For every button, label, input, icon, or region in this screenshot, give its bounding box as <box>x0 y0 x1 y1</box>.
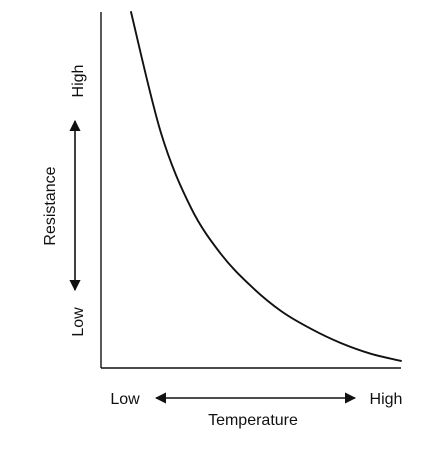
y-tick-label-low: Low <box>70 307 87 337</box>
resistance-temperature-curve <box>130 11 402 362</box>
x-tick-label-high: High <box>370 391 403 408</box>
x-axis-label: Temperature <box>208 412 298 429</box>
y-axis-label: Resistance <box>42 166 59 245</box>
x-tick-label-low: Low <box>110 391 140 408</box>
y-tick-label-high: High <box>70 65 87 98</box>
